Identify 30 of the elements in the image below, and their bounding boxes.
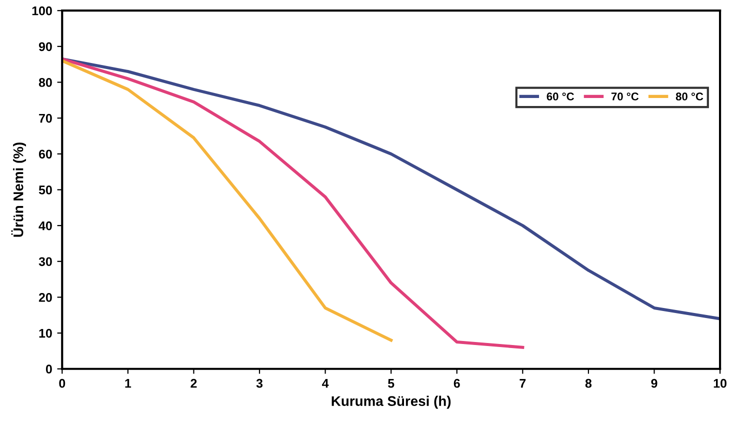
x-tick-label: 1	[125, 379, 132, 388]
x-tick-label: 5	[388, 379, 394, 388]
x-tick-label: 10	[714, 378, 726, 388]
y-tick-label: 70	[39, 114, 52, 123]
legend-label: 60 °C	[546, 92, 574, 100]
y-tick-label: 30	[38, 257, 52, 266]
y-tick-label: 20	[38, 293, 52, 302]
x-axis-title: Kuruma Süresi (h)	[332, 396, 451, 409]
y-tick-label: 60	[38, 150, 52, 159]
line-series	[62, 57, 720, 320]
x-tick-label: 2	[190, 378, 197, 388]
x-tick-label: 0	[59, 378, 66, 388]
y-tick-label: 90	[38, 42, 52, 52]
y-tick-label: 80	[38, 78, 52, 87]
y-tick-label: 100	[32, 6, 52, 16]
x-tick-label: 7	[520, 379, 526, 388]
x-tick-label: 6	[454, 378, 460, 388]
x-tick-label: 4	[322, 379, 329, 388]
legend-label: 70 °C	[611, 92, 639, 100]
x-tick-label: 9	[651, 378, 658, 388]
y-tick-label: 0	[46, 364, 52, 374]
y-axis-title: Ürün Nemi (%)	[11, 142, 26, 237]
y-tick-label: 40	[38, 221, 52, 230]
line-series	[62, 57, 524, 349]
line-series	[62, 59, 393, 342]
x-tick-label: 8	[585, 378, 592, 388]
x-tick-label: 3	[256, 378, 263, 388]
y-tick-label: 10	[39, 328, 52, 338]
legend-label: 80 °C	[676, 92, 704, 100]
y-tick-label: 50	[38, 186, 52, 194]
